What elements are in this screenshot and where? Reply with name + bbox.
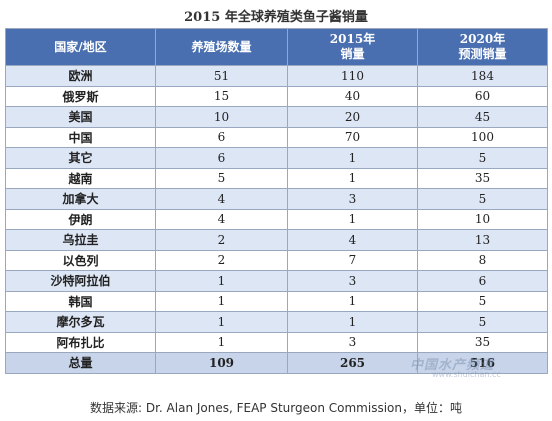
cell-value: 1 bbox=[288, 291, 418, 312]
column-header: 2015年 销量 bbox=[288, 29, 418, 66]
cell-value: 1 bbox=[156, 332, 288, 353]
table-row: 以色列 2 7 8 bbox=[6, 250, 548, 271]
cell-value: 8 bbox=[418, 250, 548, 271]
cell-value: 1 bbox=[156, 271, 288, 292]
cell-value: 5 bbox=[418, 291, 548, 312]
cell-value: 35 bbox=[418, 332, 548, 353]
row-label: 其它 bbox=[6, 148, 156, 169]
cell-value: 100 bbox=[418, 127, 548, 148]
table-row: 美国 10 20 45 bbox=[6, 107, 548, 128]
cell-value: 5 bbox=[418, 312, 548, 333]
table-row: 沙特阿拉伯 1 3 6 bbox=[6, 271, 548, 292]
cell-value: 1 bbox=[156, 291, 288, 312]
source-note: 数据来源: Dr. Alan Jones, FEAP Sturgeon Comm… bbox=[0, 399, 552, 416]
cell-value: 51 bbox=[156, 66, 288, 87]
cell-value: 4 bbox=[156, 209, 288, 230]
row-label: 俄罗斯 bbox=[6, 86, 156, 107]
table-row: 摩尔多瓦 1 1 5 bbox=[6, 312, 548, 333]
header-row: 国家/地区 养殖场数量 2015年 销量 2020年 预测销量 bbox=[6, 29, 548, 66]
row-label: 中国 bbox=[6, 127, 156, 148]
row-label: 美国 bbox=[6, 107, 156, 128]
cell-value: 6 bbox=[418, 271, 548, 292]
row-label: 以色列 bbox=[6, 250, 156, 271]
cell-value: 10 bbox=[418, 209, 548, 230]
cell-value: 13 bbox=[418, 230, 548, 251]
cell-value: 2 bbox=[156, 230, 288, 251]
cell-value: 60 bbox=[418, 86, 548, 107]
table-row: 韩国 1 1 5 bbox=[6, 291, 548, 312]
table-row: 加拿大 4 3 5 bbox=[6, 189, 548, 210]
cell-value: 20 bbox=[288, 107, 418, 128]
table-title: 2015 年全球养殖类鱼子酱销量 bbox=[0, 6, 552, 25]
table-row: 越南 5 1 35 bbox=[6, 168, 548, 189]
table-body: 欧洲 51 110 184 俄罗斯 15 40 60 美国 10 20 45 中国 6 70 100 其它 6 1 5… bbox=[6, 66, 548, 374]
row-label: 摩尔多瓦 bbox=[6, 312, 156, 333]
cell-value: 15 bbox=[156, 86, 288, 107]
cell-value: 6 bbox=[156, 127, 288, 148]
cell-value: 5 bbox=[156, 168, 288, 189]
table-row: 其它 6 1 5 bbox=[6, 148, 548, 169]
cell-value: 2 bbox=[156, 250, 288, 271]
cell-value: 7 bbox=[288, 250, 418, 271]
cell-value: 3 bbox=[288, 271, 418, 292]
cell-value: 1 bbox=[288, 312, 418, 333]
row-label: 伊朗 bbox=[6, 209, 156, 230]
cell-value: 45 bbox=[418, 107, 548, 128]
row-label: 阿布扎比 bbox=[6, 332, 156, 353]
cell-value: 5 bbox=[418, 189, 548, 210]
total-label: 总量 bbox=[6, 353, 156, 374]
table-row: 欧洲 51 110 184 bbox=[6, 66, 548, 87]
cell-value: 3 bbox=[288, 332, 418, 353]
cell-value: 4 bbox=[156, 189, 288, 210]
cell-value: 35 bbox=[418, 168, 548, 189]
row-label: 韩国 bbox=[6, 291, 156, 312]
cell-value: 5 bbox=[418, 148, 548, 169]
table-row: 伊朗 4 1 10 bbox=[6, 209, 548, 230]
column-header: 2020年 预测销量 bbox=[418, 29, 548, 66]
row-label: 欧洲 bbox=[6, 66, 156, 87]
table-row: 俄罗斯 15 40 60 bbox=[6, 86, 548, 107]
cell-value: 1 bbox=[288, 148, 418, 169]
cell-value: 3 bbox=[288, 189, 418, 210]
column-header: 国家/地区 bbox=[6, 29, 156, 66]
cell-value: 10 bbox=[156, 107, 288, 128]
row-label: 越南 bbox=[6, 168, 156, 189]
row-label: 乌拉圭 bbox=[6, 230, 156, 251]
cell-value: 1 bbox=[156, 312, 288, 333]
cell-value: 40 bbox=[288, 86, 418, 107]
table-row: 中国 6 70 100 bbox=[6, 127, 548, 148]
cell-value: 4 bbox=[288, 230, 418, 251]
total-value: 265 bbox=[288, 353, 418, 374]
cell-value: 70 bbox=[288, 127, 418, 148]
row-label: 沙特阿拉伯 bbox=[6, 271, 156, 292]
column-header: 养殖场数量 bbox=[156, 29, 288, 66]
watermark-url: www.shuichan.cc bbox=[432, 370, 501, 379]
cell-value: 110 bbox=[288, 66, 418, 87]
table-row: 阿布扎比 1 3 35 bbox=[6, 332, 548, 353]
table-row: 乌拉圭 2 4 13 bbox=[6, 230, 548, 251]
cell-value: 184 bbox=[418, 66, 548, 87]
row-label: 加拿大 bbox=[6, 189, 156, 210]
cell-value: 1 bbox=[288, 209, 418, 230]
cell-value: 6 bbox=[156, 148, 288, 169]
caviar-sales-table: 国家/地区 养殖场数量 2015年 销量 2020年 预测销量 欧洲 51 110 184 俄罗斯… bbox=[5, 28, 548, 374]
total-value: 109 bbox=[156, 353, 288, 374]
cell-value: 1 bbox=[288, 168, 418, 189]
